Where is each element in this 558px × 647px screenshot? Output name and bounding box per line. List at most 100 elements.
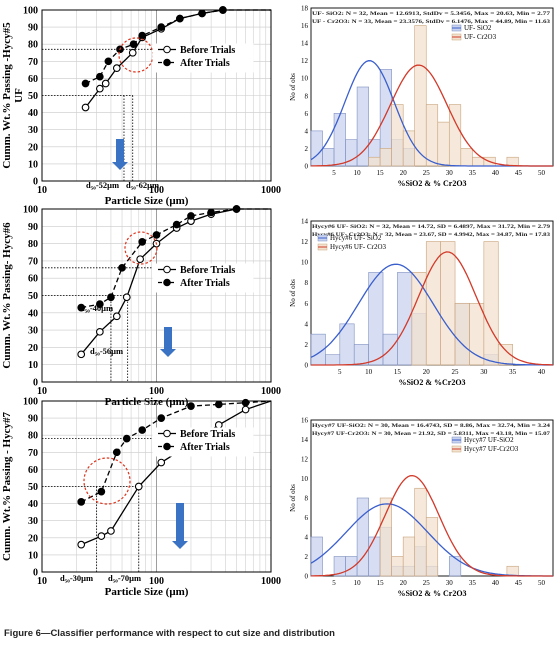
y-tick-label: 60 [28,74,38,85]
legend-label: Before Trials [180,265,235,276]
legend-label: After Trials [180,58,230,69]
y-tick-label: 20 [28,533,38,544]
hist-bar-cr2o3 [368,156,381,167]
legend-marker [163,278,171,287]
x-tick-label: 40 [538,368,546,376]
hist-bar-sio2 [345,556,358,577]
y-tick-label: 16 [301,22,309,30]
legend-label: UF- Cr2O3 [464,33,497,41]
data-point [134,482,143,491]
y-tick-label: 60 [28,465,38,476]
y-tick-label: 6 [305,514,309,522]
data-point [207,208,215,217]
y-tick-label: 90 [28,414,38,425]
y-tick-label: 4 [305,127,309,135]
hist-bar-cr2o3 [483,241,499,366]
data-point [81,79,90,88]
x-axis-label: Particle Size (μm) [105,586,189,598]
data-point [157,458,166,467]
x-tick-label: 10 [354,579,362,587]
data-point [101,79,110,88]
x-tick-label: 35 [469,169,477,177]
hist-bar-cr2o3 [437,121,450,167]
data-point [241,405,250,414]
data-point [122,434,131,443]
y-axis-label: No of obs [289,484,297,512]
x-tick-label: 100 [149,386,164,397]
normal-curve-sio2 [310,263,553,366]
legend-marker [163,429,171,438]
y-tick-label: 20 [28,142,38,153]
y-tick-label: 10 [28,360,38,371]
hist-bar-cr2o3 [411,272,427,366]
data-point [107,293,115,302]
normal-curve-cr2o3 [311,64,553,167]
y-tick-label: 12 [301,57,309,65]
x-axis-label: Particle Size (μm) [105,195,189,207]
y-tick-label: 8 [305,279,309,287]
data-point [157,414,166,422]
data-point [138,426,147,434]
data-point [214,400,223,409]
y-tick-label: 50 [28,482,38,493]
legend-marker [163,45,171,54]
y-tick-label: 70 [28,448,38,459]
x-tick-label: 15 [377,169,385,177]
data-point [214,421,223,429]
y-tick-label: 20 [28,343,38,354]
down-arrow-icon [172,503,188,549]
x-tick-label: 45 [515,579,523,587]
hist-bar-sio2 [325,354,341,366]
hist-bar-sio2 [333,113,346,167]
d50-annotation: d₅₀-70μm [108,573,141,583]
stats-line: UF- SiO2: N = 32, Mean = 12.6913, StdDv … [312,11,550,17]
y-axis-label: No of obs [289,73,297,101]
x-tick-label: 5 [332,579,336,587]
y-axis-label: No of obs [289,279,297,307]
data-point [112,448,121,457]
hist-bar-cr2o3 [414,487,427,577]
data-point [81,103,90,112]
x-tick-label: 25 [423,169,431,177]
y-tick-label: 10 [28,550,38,561]
legend-marker [163,442,171,451]
y-tick-label: 0 [305,362,309,370]
legend-label: Before Trials [180,45,235,56]
y-tick-label: 100 [23,205,38,216]
stats-line: UF - Cr2O3: N = 33, Mean = 23.3576, StdD… [312,19,550,25]
hist-bar-cr2o3 [379,497,392,577]
x-tick-label: 30 [480,368,488,376]
x-tick-label: 25 [423,579,431,587]
data-point [138,238,147,246]
data-point [122,293,131,302]
d50-annotation: d₅₀-62μm [126,180,159,190]
data-point [172,220,181,229]
y-tick-label: 18 [301,5,309,13]
data-point [136,255,145,264]
y-tick-label: 40 [28,499,38,510]
x-tick-label: 30 [446,169,454,177]
x-tick-label: 100 [149,185,164,196]
x-tick-label: 20 [400,169,408,177]
highlight-circle [124,231,158,265]
down-arrow-icon [160,327,176,357]
data-point [95,327,104,336]
x-tick-label: 50 [538,579,546,587]
y-tick-label: 4 [305,320,309,328]
y-tick-label: 90 [28,222,38,233]
hist-bar-sio2 [448,556,462,577]
x-tick-label: 40 [492,169,500,177]
data-point [157,23,166,31]
data-point [97,487,106,496]
y-tick-label: 30 [28,125,38,136]
hist-bar-sio2 [356,86,369,167]
x-tick-label: 5 [338,368,342,376]
legend-label: Hycy#7 UF-SiO2 [464,436,514,444]
y-axis-label: Cumm. Wt.% Passing - Hycy#7 [1,412,13,561]
hist-bar-sio2 [322,148,335,167]
histogram-hist_hycy6: 0 2 4 6 8 10 12 14 5 10 15 20 25 30 35 40 %SiO2 & %Cr2O3… [289,218,554,387]
data-point [241,398,250,407]
legend-label: Hycy#7 UF-Cr2O3 [464,445,519,453]
